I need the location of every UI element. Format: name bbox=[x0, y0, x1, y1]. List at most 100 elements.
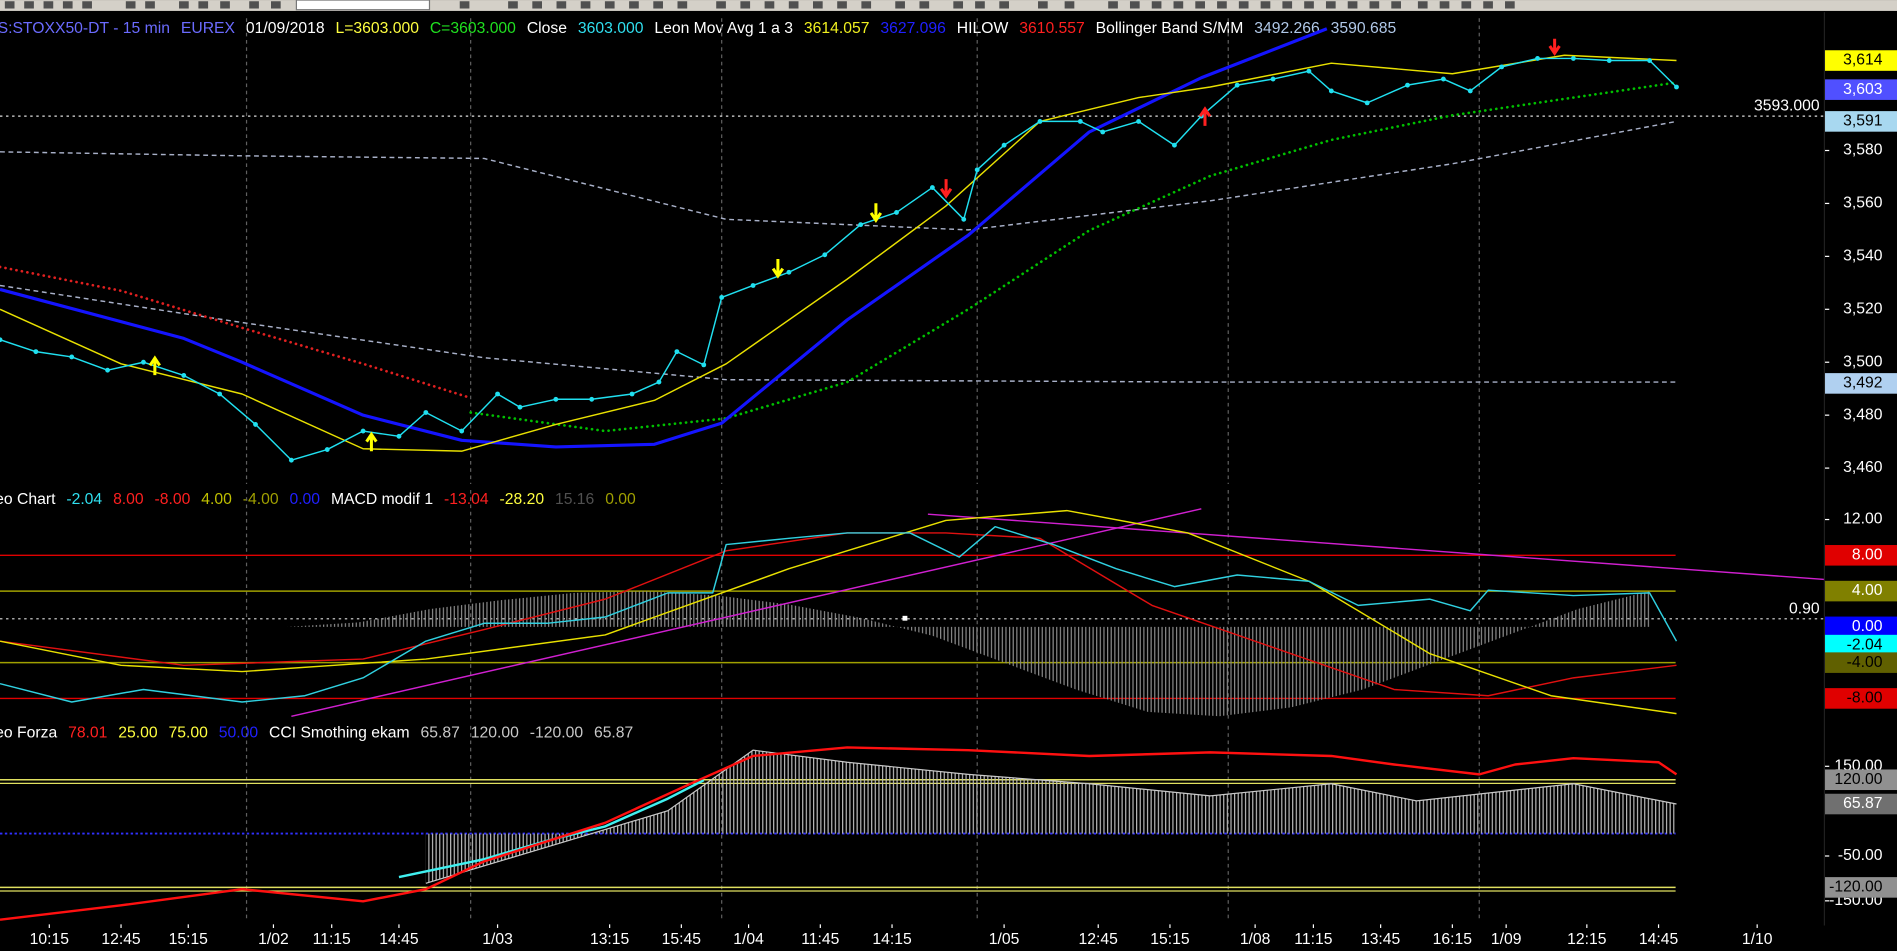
legend-text: 15.16 bbox=[555, 491, 595, 508]
x-tick-label: 14:45 bbox=[1639, 931, 1679, 948]
price-point bbox=[495, 391, 500, 397]
toolbar-dropdown[interactable] bbox=[295, 0, 431, 11]
legend-text: S:STOXX50-DT - 15 min bbox=[0, 20, 170, 37]
price-point bbox=[253, 422, 258, 427]
legend-text: 78.01 bbox=[68, 724, 107, 741]
value-box-label: 8.00 bbox=[1852, 546, 1883, 563]
price-point bbox=[1270, 76, 1276, 82]
price-point bbox=[396, 433, 402, 439]
value-box-label: 65.87 bbox=[1843, 795, 1882, 812]
value-box-label: -4.00 bbox=[1847, 654, 1883, 671]
x-tick-label: 15:15 bbox=[169, 931, 209, 948]
x-tick-label: 12:45 bbox=[101, 931, 141, 948]
value-box bbox=[1824, 634, 1897, 656]
price-point bbox=[69, 354, 75, 360]
price-point bbox=[1234, 82, 1240, 88]
histogram-area bbox=[425, 750, 1677, 884]
series-line bbox=[425, 749, 1677, 884]
x-tick-label: 16:15 bbox=[1433, 931, 1473, 948]
value-box bbox=[1824, 79, 1897, 100]
y-tick-label: 3,540 bbox=[1843, 248, 1883, 265]
legend-text: 8.00 bbox=[113, 491, 144, 508]
x-tick-label: 12:45 bbox=[1079, 931, 1119, 948]
toolbar-strip bbox=[0, 0, 1897, 11]
x-tick-label: 1/08 bbox=[1240, 931, 1271, 948]
series-line bbox=[0, 265, 473, 400]
plot-area: S:STOXX50-DT - 15 min EUREX 01/09/2018 L=36… bbox=[0, 12, 1897, 948]
series-line bbox=[0, 120, 1677, 231]
price-point bbox=[1077, 118, 1083, 124]
price-point bbox=[750, 283, 756, 288]
series-line bbox=[0, 509, 1677, 715]
price-point bbox=[974, 167, 980, 173]
price-point bbox=[961, 216, 967, 222]
legend-text: -4.00 bbox=[243, 491, 279, 508]
legend-text: 3610.557 bbox=[1019, 20, 1085, 37]
sell-arrow bbox=[771, 258, 785, 279]
value-box bbox=[1824, 545, 1897, 566]
price-point bbox=[517, 404, 523, 410]
price-point bbox=[1674, 84, 1679, 90]
price-point bbox=[1606, 58, 1612, 63]
x-tick-label: 1/04 bbox=[733, 931, 764, 948]
series-line bbox=[0, 284, 1677, 383]
x-tick-label: 15:45 bbox=[662, 931, 702, 948]
value-box bbox=[1824, 373, 1897, 394]
value-box-label: -8.00 bbox=[1847, 690, 1883, 707]
legend-text: 3492.266 bbox=[1254, 20, 1320, 37]
x-tick-label: 11:15 bbox=[313, 931, 351, 948]
toolbar bbox=[0, 0, 1897, 11]
price-point bbox=[0, 337, 3, 343]
price-point bbox=[324, 447, 330, 452]
legend-text: MACD modif 1 bbox=[331, 491, 433, 508]
price-point bbox=[1405, 82, 1410, 88]
y-tick-label: 3,500 bbox=[1843, 353, 1883, 370]
series-line bbox=[927, 513, 1825, 581]
x-tick-label: 1/03 bbox=[482, 931, 513, 948]
price-point bbox=[360, 428, 366, 434]
legend-text: 3603.000 bbox=[578, 20, 644, 37]
legend-text: -13.04 bbox=[444, 491, 489, 508]
histogram-area bbox=[0, 591, 1650, 717]
value-box-label: 3,614 bbox=[1843, 52, 1883, 69]
value-box bbox=[1824, 580, 1897, 602]
price-point bbox=[1306, 68, 1312, 74]
series-line bbox=[0, 746, 1678, 921]
y-tick-label: 3,460 bbox=[1843, 459, 1883, 476]
value-box bbox=[1824, 652, 1897, 673]
price-point bbox=[786, 269, 792, 275]
price-point bbox=[1100, 129, 1106, 135]
legend-text: L=3603.000 bbox=[335, 20, 419, 37]
x-tick-label: 13:15 bbox=[590, 931, 630, 948]
value-box-label: 4.00 bbox=[1852, 582, 1883, 599]
price-point bbox=[288, 457, 294, 463]
x-tick-label: 1/02 bbox=[258, 931, 289, 948]
price-point bbox=[1136, 118, 1141, 124]
legend-text: 0.00 bbox=[289, 491, 320, 508]
price-point bbox=[1364, 100, 1370, 106]
y-tick-label: 3,480 bbox=[1843, 406, 1883, 423]
value-box-label: 3,591 bbox=[1843, 113, 1882, 130]
x-tick-label: 11:15 bbox=[1294, 931, 1332, 948]
legend-text: 65.87 bbox=[594, 724, 633, 741]
value-box bbox=[1824, 769, 1897, 791]
price-point bbox=[1647, 58, 1653, 63]
series-line bbox=[0, 525, 1678, 703]
buy-arrow bbox=[1198, 106, 1212, 126]
value-box-label: 0.00 bbox=[1852, 618, 1883, 635]
legend-text: 01/09/2018 bbox=[246, 20, 325, 37]
price-point bbox=[656, 379, 662, 385]
sell-arrow bbox=[939, 179, 953, 199]
toolbar-icons[interactable] bbox=[4, 1, 1515, 9]
x-tick-label: 12:15 bbox=[1567, 931, 1607, 948]
legend-text: 4.00 bbox=[201, 491, 232, 508]
value-box-label: 3,603 bbox=[1843, 81, 1883, 98]
x-tick-label: 11:45 bbox=[801, 931, 839, 948]
y-tick-label: -50.00 bbox=[1838, 847, 1883, 864]
price-point bbox=[141, 359, 146, 365]
legend-text: -2.04 bbox=[66, 491, 102, 508]
price-point bbox=[822, 252, 828, 258]
price-point bbox=[589, 396, 595, 402]
x-tick-label: 13:45 bbox=[1361, 931, 1401, 948]
